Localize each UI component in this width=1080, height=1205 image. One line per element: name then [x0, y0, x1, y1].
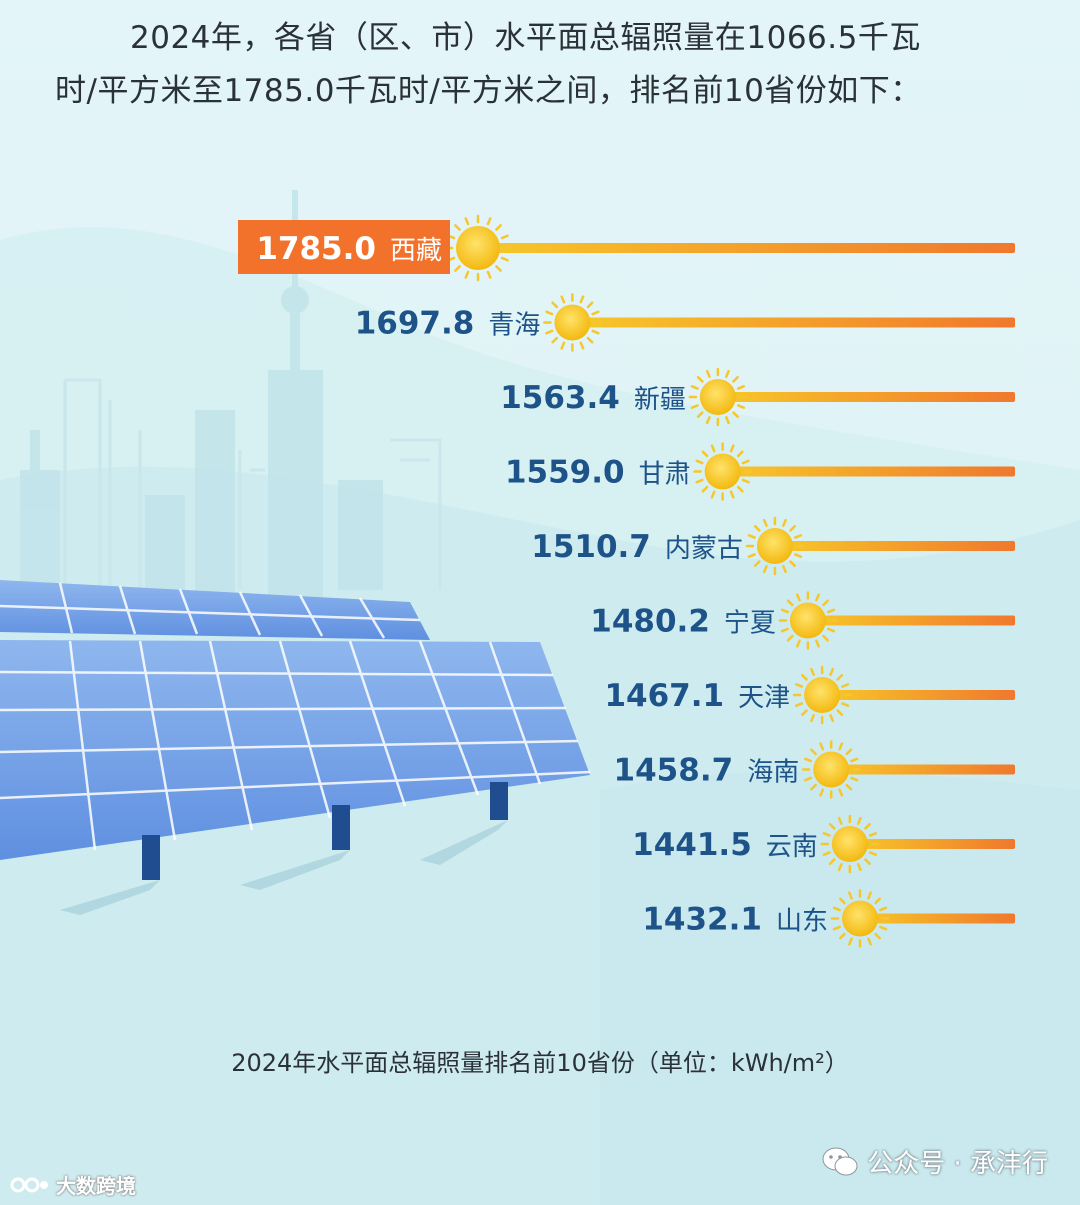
sun-rays	[801, 740, 861, 799]
sun-icon	[554, 304, 591, 341]
category-label: 甘肃	[639, 460, 691, 490]
watermark-right-text: 公众号 · 承沣行	[867, 1149, 1048, 1179]
value-label: 1559.0 甘肃	[505, 455, 691, 491]
bar	[831, 764, 1015, 775]
value-label: 1510.7 内蒙古	[531, 529, 743, 565]
watermark-right: 公众号 · 承沣行	[821, 1143, 1048, 1180]
value-text: 1510.7	[531, 529, 651, 565]
highlight-box	[238, 220, 450, 274]
solar-panels-decoration	[0, 580, 591, 915]
watermark-left-text: 大数跨境	[56, 1174, 136, 1198]
bar	[774, 541, 1015, 551]
bar	[722, 466, 1015, 477]
category-label: 山东	[776, 907, 828, 937]
chart-row: 1559.0 甘肃	[505, 442, 1015, 501]
sun-rays	[792, 665, 852, 725]
value-text: 1785.0	[256, 231, 376, 267]
chart-caption: 2024年水平面总辐照量排名前10省份（单位：kWh/m²）	[231, 1049, 849, 1077]
category-label: 天津	[738, 683, 790, 713]
value-text: 1467.1	[604, 678, 724, 714]
skyline-decoration	[20, 190, 383, 600]
category-label: 海南	[747, 758, 799, 788]
watermark-left: 大数跨境	[10, 1170, 136, 1199]
value-text: 1563.4	[500, 380, 620, 416]
value-label: 1697.8 青海	[355, 306, 541, 342]
chart-row: 1467.1 天津	[604, 665, 1015, 725]
wechat-icon	[822, 1147, 858, 1175]
sun-icon	[704, 453, 741, 490]
chart-row: 1432.1 山东	[642, 889, 1015, 948]
chart-row: 1458.7 海南	[614, 740, 1015, 799]
chart-row: 1785.0 西藏	[238, 214, 1015, 282]
value-label: 1480.2 宁夏	[590, 604, 776, 640]
sun-rays	[543, 293, 602, 352]
value-text: 1432.1	[642, 902, 762, 938]
sun-rays	[693, 442, 752, 501]
sun-rays	[830, 889, 890, 948]
category-label: 西藏	[390, 236, 442, 266]
value-text: 1441.5	[632, 827, 752, 863]
bar	[807, 615, 1015, 626]
value-text: 1697.8	[355, 306, 475, 342]
chart-row: 1697.8 青海	[355, 293, 1015, 352]
bar	[822, 690, 1015, 700]
chart-row: 1441.5 云南	[632, 814, 1015, 874]
intro-line-2: 时/平方米至1785.0千瓦时/平方米之间，排名前10省份如下：	[55, 73, 922, 109]
value-label: 1458.7 海南	[614, 753, 800, 789]
sun-rays	[688, 367, 748, 427]
sun-icon	[831, 826, 868, 862]
bar	[717, 392, 1015, 402]
value-text: 1480.2	[590, 604, 710, 640]
category-label: 宁夏	[724, 609, 776, 639]
value-label: 1441.5 云南	[632, 827, 818, 863]
bar	[849, 839, 1015, 849]
category-label: 云南	[766, 832, 818, 862]
sun-icon	[699, 379, 736, 415]
category-label: 新疆	[634, 385, 686, 415]
category-label: 内蒙古	[665, 534, 743, 564]
category-label: 青海	[488, 311, 540, 341]
chart-row: 1563.4 新疆	[500, 367, 1015, 427]
sun-rays	[745, 516, 805, 576]
sun-icon	[804, 677, 841, 713]
sun-icon	[456, 226, 500, 270]
intro-line-1: 2024年，各省（区、市）水平面总辐照量在1066.5千瓦	[130, 20, 921, 56]
value-label: 1432.1 山东	[642, 902, 828, 938]
chart-row: 1510.7 内蒙古	[531, 516, 1015, 576]
sun-icon	[842, 900, 878, 937]
value-label: 1563.4 新疆	[500, 380, 686, 416]
value-text: 1559.0	[505, 455, 625, 491]
logo-icon	[10, 1177, 48, 1192]
sun-rays	[820, 814, 880, 874]
intro-text: 2024年，各省（区、市）水平面总辐照量在1066.5千瓦 时/平方米至1785…	[55, 12, 1035, 118]
bar	[860, 913, 1015, 924]
value-label: 1467.1 天津	[604, 678, 790, 714]
sun-icon	[756, 528, 793, 564]
sun-icon	[813, 751, 850, 788]
value-text: 1458.7	[614, 753, 734, 789]
chart-row: 1480.2 宁夏	[590, 591, 1015, 650]
value-label: 1785.0 西藏	[256, 231, 442, 267]
sun-icon	[789, 602, 826, 639]
sun-rays	[778, 591, 838, 650]
bar	[478, 243, 1015, 253]
bar	[572, 317, 1015, 328]
sun-rays	[444, 214, 512, 282]
